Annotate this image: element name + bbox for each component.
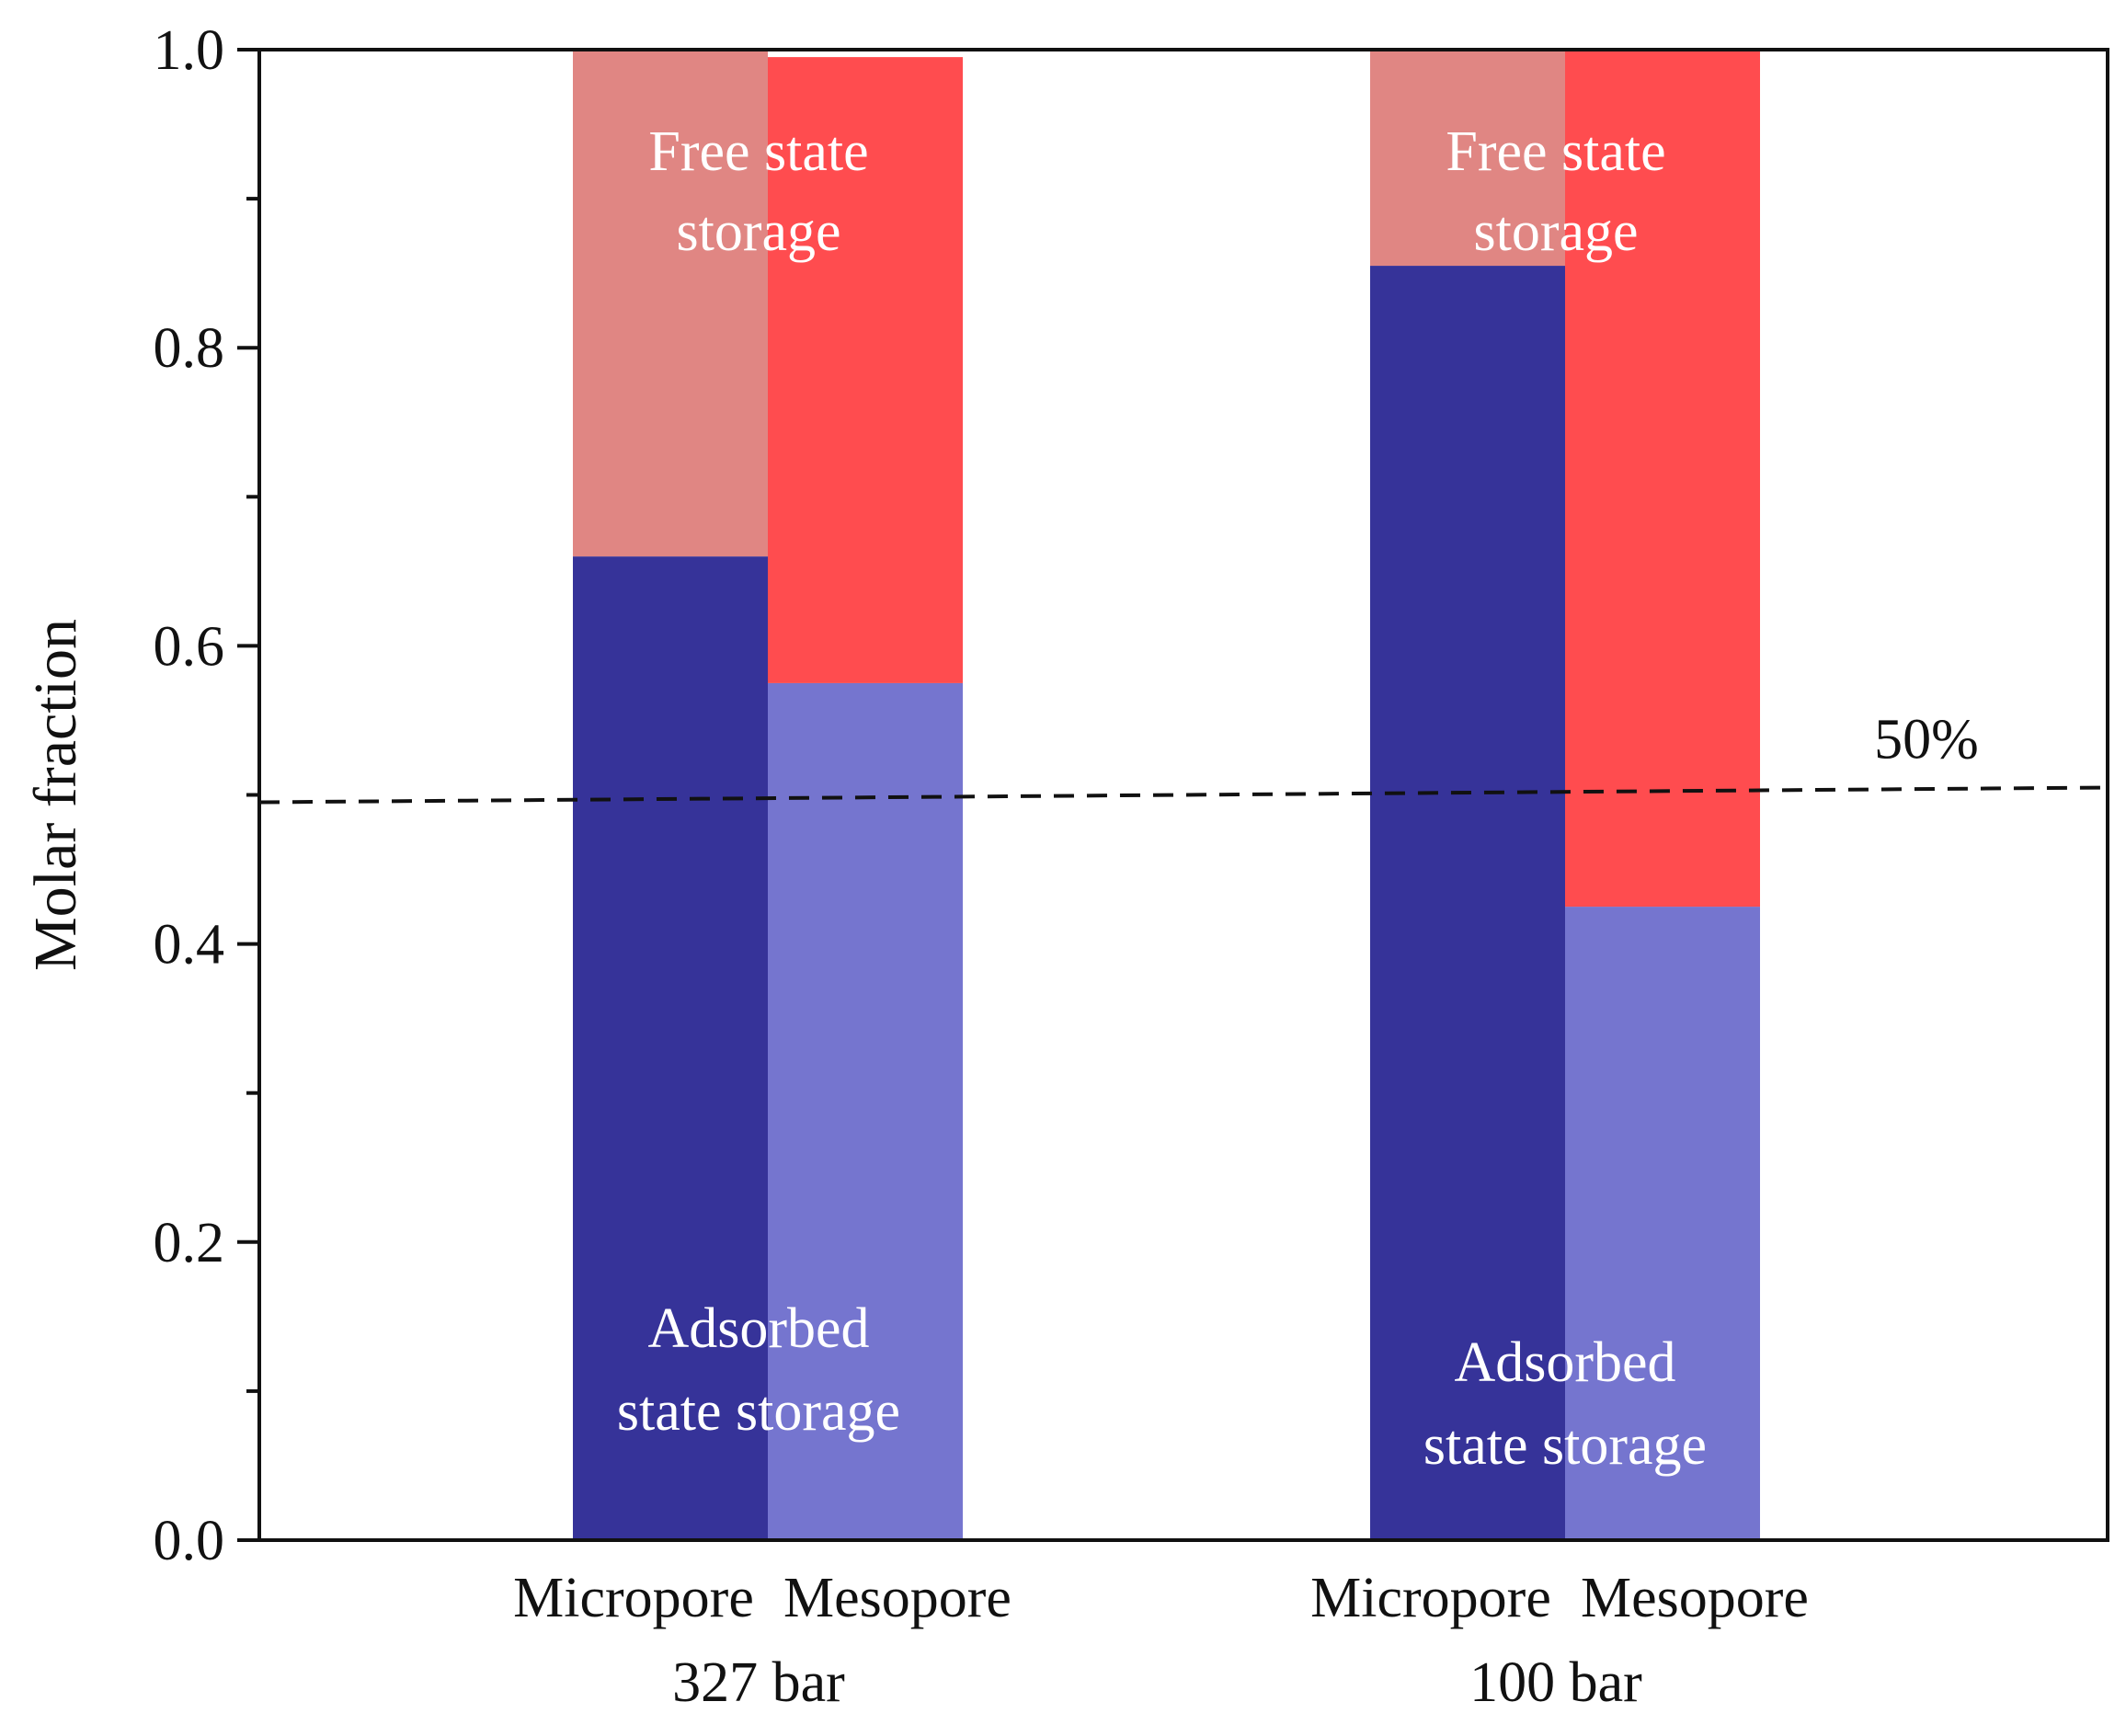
bar-adsorbed-mesopore-0 [768, 682, 963, 1540]
bar-free-micropore-0 [573, 50, 768, 557]
bar-adsorbed-micropore-1 [1370, 266, 1565, 1540]
bar-adsorbed-mesopore-1 [1565, 907, 1760, 1540]
x-category-label: Micropore [513, 1567, 754, 1629]
y-tick-label: 0.4 [154, 914, 225, 976]
x-category-label: Micropore [1310, 1567, 1551, 1629]
x-group-label: 327 bar [672, 1651, 845, 1714]
bar-free-mesopore-0 [768, 57, 963, 683]
bar-free-mesopore-1 [1565, 50, 1760, 908]
bar-free-micropore-1 [1370, 50, 1565, 267]
threshold-layer: 50% [258, 709, 2109, 805]
plot-frame [257, 48, 2109, 1542]
y-tick-label: 0.8 [154, 317, 225, 380]
bar-adsorbed-micropore-0 [573, 556, 768, 1540]
threshold-label: 50% [1874, 709, 1979, 771]
axes-layer: 0.0 0.2 0.4 0.6 0.8 1.0 Molar fraction Micropor… [22, 19, 2109, 1714]
annotation-free-line2: storage [676, 200, 840, 263]
annotation-adsorbed-line1: Adsorbed [1454, 1331, 1675, 1394]
x-category-label: Mesopore [1581, 1567, 1809, 1629]
y-tick-label: 0.2 [154, 1212, 225, 1274]
bars-layer [573, 50, 1760, 1540]
annotation-adsorbed-line2: state storage [1423, 1414, 1707, 1477]
annotation-adsorbed-line2: state storage [617, 1380, 900, 1443]
annotation-free-line2: storage [1473, 200, 1638, 263]
x-category-label: Mesopore [783, 1567, 1012, 1629]
annotation-free-line1: Free state [648, 120, 868, 183]
y-tick-label: 1.0 [154, 19, 225, 82]
annotation-free-line1: Free state [1446, 120, 1665, 183]
y-axis-label: Molar fraction [22, 619, 89, 971]
x-group-label: 100 bar [1469, 1651, 1642, 1714]
annotation-adsorbed-line1: Adsorbed [647, 1297, 869, 1360]
threshold-line [258, 785, 2109, 805]
labels-layer: Free state storage Free state storage Adsorb… [617, 120, 1707, 1477]
y-tick-label: 0.0 [154, 1510, 225, 1572]
y-tick-label: 0.6 [154, 615, 225, 678]
